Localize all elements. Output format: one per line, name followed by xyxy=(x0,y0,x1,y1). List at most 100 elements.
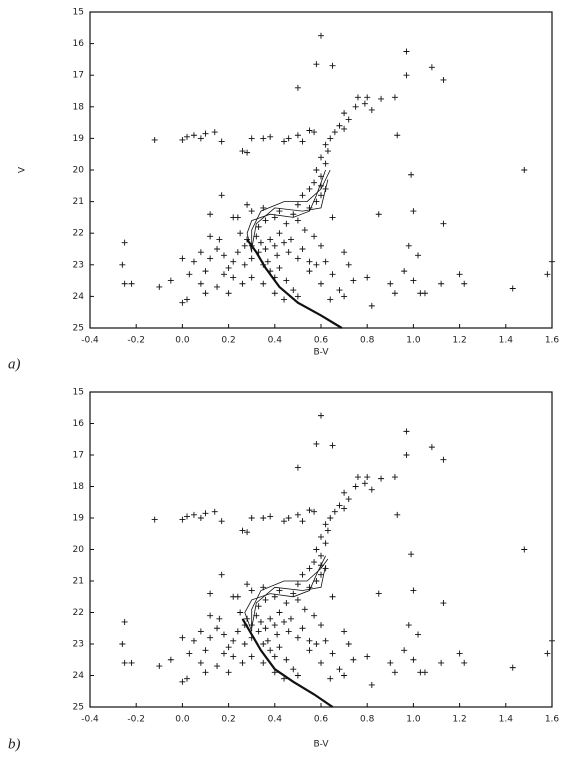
star-point xyxy=(197,628,204,635)
star-point xyxy=(190,511,197,518)
star-point xyxy=(294,464,301,471)
star-point xyxy=(241,242,248,249)
star-point xyxy=(306,647,313,654)
star-point xyxy=(244,615,251,622)
star-point xyxy=(285,135,292,142)
star-point xyxy=(260,280,267,287)
star-point xyxy=(267,133,274,140)
star-point xyxy=(364,94,371,101)
star-point xyxy=(190,637,197,644)
star-point xyxy=(354,474,361,481)
star-point xyxy=(301,227,308,234)
star-point xyxy=(341,505,348,512)
star-point xyxy=(329,214,336,221)
star-point xyxy=(156,663,163,670)
star-point xyxy=(220,271,227,278)
star-point xyxy=(331,508,338,515)
star-point xyxy=(544,271,551,278)
star-point xyxy=(267,513,274,520)
star-point xyxy=(257,618,264,625)
star-point xyxy=(237,609,244,616)
star-point xyxy=(281,239,288,246)
star-point xyxy=(509,285,516,292)
star-point xyxy=(190,132,197,139)
x-tick-label: -0.2 xyxy=(127,715,145,725)
star-point xyxy=(313,261,320,268)
star-point xyxy=(119,641,126,647)
star-point xyxy=(197,659,204,666)
x-tick-label: 0.8 xyxy=(360,336,375,346)
star-point xyxy=(244,201,251,208)
star-point xyxy=(260,659,267,666)
star-point xyxy=(336,666,343,673)
star-point xyxy=(294,217,301,224)
star-point xyxy=(364,653,371,660)
star-point xyxy=(341,628,348,635)
star-point xyxy=(306,565,313,572)
panel-label: b) xyxy=(8,736,21,752)
star-point xyxy=(248,587,255,594)
star-point xyxy=(318,622,324,629)
star-point xyxy=(241,261,248,268)
star-point xyxy=(306,507,313,514)
star-point xyxy=(283,600,290,607)
star-point xyxy=(281,618,288,625)
y-tick-label: 19 xyxy=(73,134,85,144)
star-point xyxy=(197,249,204,256)
star-point xyxy=(179,255,186,262)
star-point xyxy=(255,603,262,610)
star-point xyxy=(267,268,274,275)
star-point xyxy=(287,236,294,243)
star-point xyxy=(220,631,227,638)
star-point xyxy=(428,444,435,451)
star-point xyxy=(549,637,555,644)
star-point xyxy=(318,280,324,287)
star-point xyxy=(207,255,214,262)
star-point xyxy=(276,644,283,651)
star-point xyxy=(318,571,324,578)
star-point xyxy=(329,62,336,69)
star-point xyxy=(341,110,348,117)
star-point xyxy=(329,442,336,449)
star-point xyxy=(128,659,135,666)
star-point xyxy=(253,233,260,240)
star-point xyxy=(274,252,281,259)
star-point xyxy=(401,647,408,654)
star-point xyxy=(285,515,292,521)
star-point xyxy=(544,650,551,657)
star-point xyxy=(394,132,401,139)
star-point xyxy=(179,678,186,685)
star-point xyxy=(267,647,274,654)
star-point xyxy=(391,290,398,297)
star-point xyxy=(294,672,301,679)
star-point xyxy=(378,95,385,102)
star-point xyxy=(322,540,329,547)
star-point xyxy=(260,515,267,521)
star-point xyxy=(156,283,163,290)
star-point xyxy=(294,293,301,300)
star-point xyxy=(306,637,313,644)
star-point xyxy=(405,242,412,249)
star-point xyxy=(318,192,324,199)
star-point xyxy=(318,412,324,419)
star-point xyxy=(306,204,313,211)
star-point xyxy=(151,136,158,143)
star-point xyxy=(244,529,251,536)
star-point xyxy=(350,277,357,284)
star-point xyxy=(218,518,225,525)
star-point xyxy=(299,625,306,632)
star-point xyxy=(255,249,262,256)
star-point xyxy=(121,280,128,287)
star-point xyxy=(255,628,262,635)
star-point xyxy=(276,609,283,616)
star-point xyxy=(248,242,255,249)
star-point xyxy=(197,280,204,287)
star-point xyxy=(327,515,334,521)
star-point xyxy=(294,634,301,641)
star-point xyxy=(271,274,278,281)
star-point xyxy=(264,637,271,644)
star-point xyxy=(179,299,186,306)
star-point xyxy=(207,211,214,218)
star-point xyxy=(214,283,221,290)
x-tick-label: 1.0 xyxy=(406,715,421,725)
